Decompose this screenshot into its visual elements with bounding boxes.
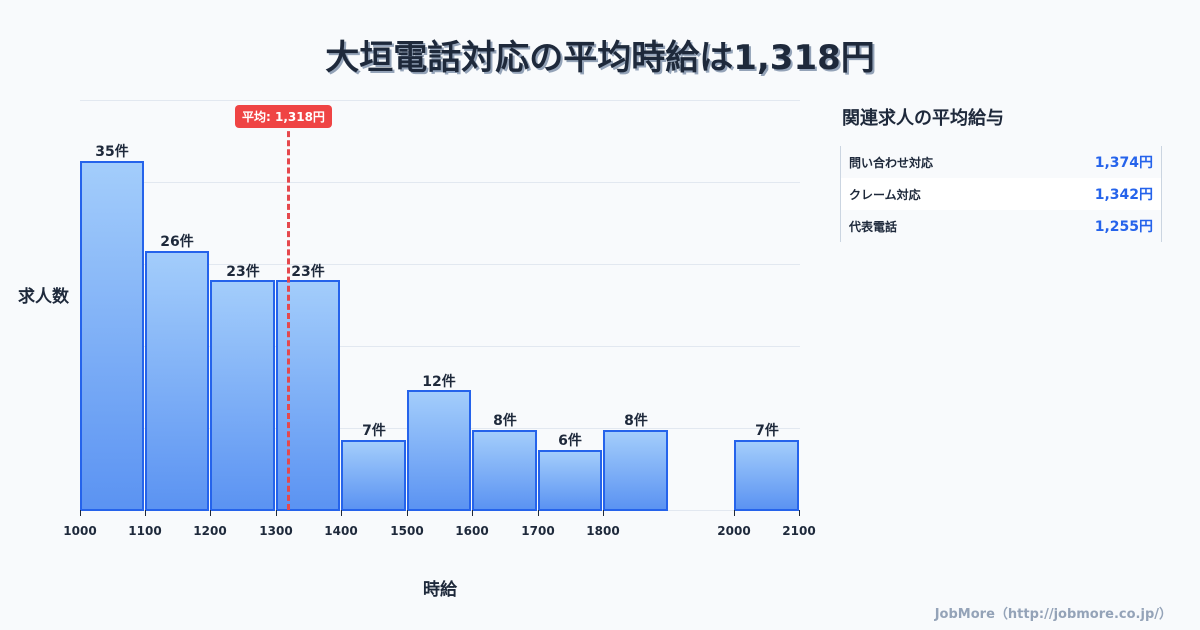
bar-label: 26件 xyxy=(160,234,194,250)
x-tick xyxy=(145,510,146,516)
average-badge: 平均: 1,318円 xyxy=(235,105,332,128)
bar-label: 6件 xyxy=(558,433,582,449)
x-tick-label: 1300 xyxy=(259,524,293,538)
related-job-name: 代表電話 xyxy=(849,219,898,234)
x-tick-label: 1500 xyxy=(390,524,424,538)
x-tick xyxy=(538,510,539,516)
bar-1600 xyxy=(472,430,537,511)
x-tick-label: 1200 xyxy=(193,524,227,538)
gridline xyxy=(80,182,800,183)
related-jobs-table: 問い合わせ対応 1,374円 クレーム対応 1,342円 代表電話 1,255円 xyxy=(840,146,1162,242)
gridline xyxy=(80,346,800,347)
page-title: 大垣電話対応の平均時給は1,318円 xyxy=(325,38,875,78)
x-tick xyxy=(80,510,81,516)
bar-label: 8件 xyxy=(624,413,648,429)
bar-1700 xyxy=(538,450,602,511)
bar-label: 23件 xyxy=(226,264,260,280)
y-axis-label: 求人数 xyxy=(18,287,69,307)
bar-2000 xyxy=(734,440,799,511)
related-job-name: 問い合わせ対応 xyxy=(849,155,934,170)
gridline xyxy=(80,100,800,101)
x-tick xyxy=(341,510,342,516)
related-job-row: 代表電話 1,255円 xyxy=(841,210,1161,242)
x-axis-label: 時給 xyxy=(423,580,457,600)
bar-1500 xyxy=(407,390,471,511)
bar-label: 12件 xyxy=(422,374,456,390)
x-tick xyxy=(210,510,211,516)
related-job-wage: 1,255円 xyxy=(1094,219,1153,235)
related-job-name: クレーム対応 xyxy=(849,187,921,202)
related-job-wage: 1,342円 xyxy=(1094,187,1153,203)
average-line xyxy=(287,122,290,510)
x-tick-label: 1800 xyxy=(586,524,620,538)
related-jobs-title: 関連求人の平均給与 xyxy=(842,108,1004,129)
bar-1200 xyxy=(210,280,275,511)
bar-label: 8件 xyxy=(493,413,517,429)
bar-1100 xyxy=(145,251,209,511)
bar-1400 xyxy=(341,440,406,511)
gridline xyxy=(80,264,800,265)
x-tick xyxy=(799,510,800,516)
x-tick-label: 2100 xyxy=(782,524,816,538)
footer-credit: JobMore（http://jobmore.co.jp/） xyxy=(934,607,1172,622)
bar-1000 xyxy=(80,161,144,511)
x-tick-label: 2000 xyxy=(717,524,751,538)
x-tick xyxy=(734,510,735,516)
related-job-row: 問い合わせ対応 1,374円 xyxy=(841,146,1161,178)
histogram-chart: 35件 26件 23件 23件 7件 12件 8件 6件 8件 7件 平均: 1… xyxy=(18,100,816,600)
x-tick xyxy=(407,510,408,516)
x-tick-label: 1000 xyxy=(63,524,97,538)
related-job-row: クレーム対応 1,342円 xyxy=(841,178,1161,210)
x-tick-label: 1600 xyxy=(455,524,489,538)
x-tick xyxy=(472,510,473,516)
bar-label: 7件 xyxy=(755,423,779,439)
x-tick-label: 1700 xyxy=(521,524,555,538)
x-tick-label: 1100 xyxy=(128,524,162,538)
x-tick xyxy=(276,510,277,516)
x-tick-label: 1400 xyxy=(324,524,358,538)
related-job-wage: 1,374円 xyxy=(1094,155,1153,171)
x-tick xyxy=(603,510,604,516)
bar-label: 35件 xyxy=(95,144,129,160)
bar-label: 7件 xyxy=(362,423,386,439)
bar-label: 23件 xyxy=(291,264,325,280)
bar-1300 xyxy=(276,280,340,511)
bar-1800 xyxy=(603,430,668,511)
